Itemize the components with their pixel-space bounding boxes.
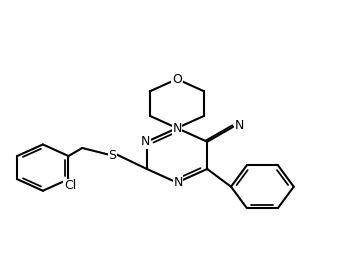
Text: Cl: Cl <box>64 180 76 192</box>
Text: S: S <box>109 149 116 162</box>
Text: N: N <box>141 135 150 148</box>
Text: N: N <box>235 119 244 132</box>
Text: N: N <box>172 121 182 135</box>
Text: O: O <box>172 73 182 86</box>
Text: N: N <box>173 176 183 189</box>
